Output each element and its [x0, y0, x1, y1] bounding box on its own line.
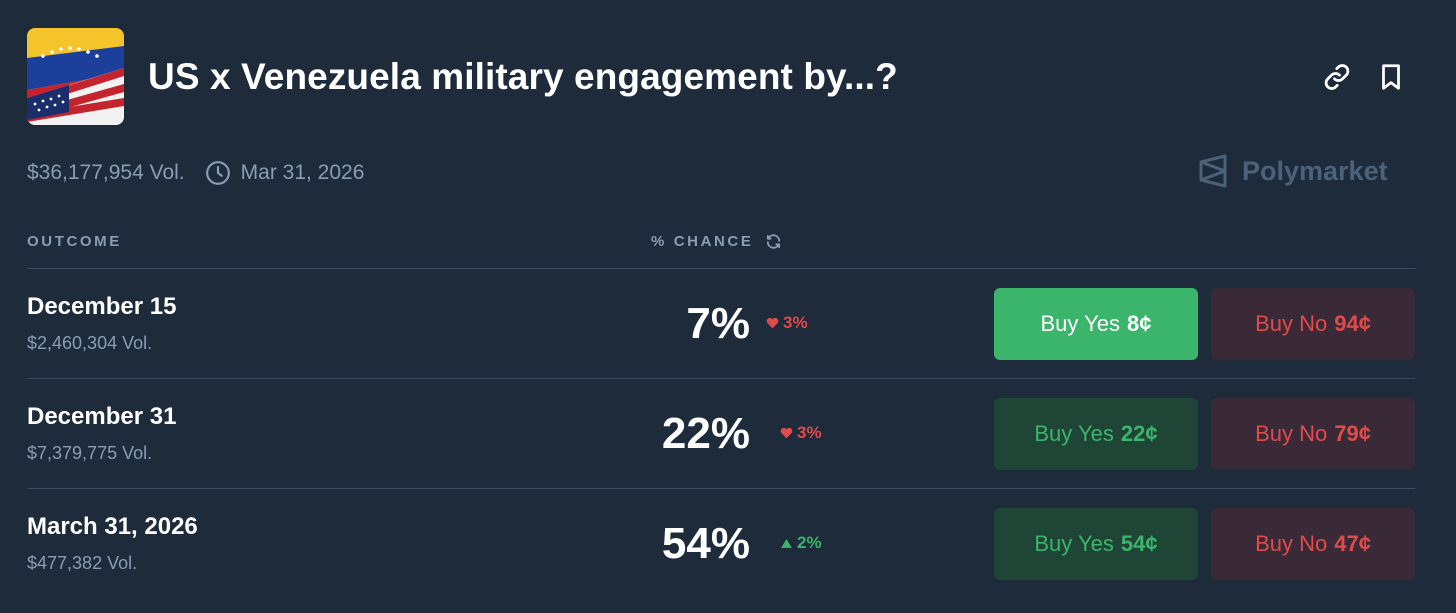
brand-name: Polymarket	[1242, 155, 1388, 186]
chance-change: 2%	[780, 533, 822, 553]
clock-icon	[205, 161, 230, 185]
outcome-volume: $7,379,775 Vol.	[27, 443, 153, 463]
chance-change: 3%	[780, 423, 822, 443]
outcome-row[interactable]: December 31 $7,379,775 Vol. 22% 3% Buy Y…	[0, 379, 1456, 489]
buy-no-label: Buy No	[1255, 421, 1328, 446]
market-title: US x Venezuela military engagement by...…	[148, 56, 898, 97]
market-meta: $36,177,954 Vol. Mar 31, 2026	[27, 158, 364, 188]
chance-change-value: 2%	[797, 533, 822, 552]
polymarket-brand: Polymarket	[1198, 154, 1388, 188]
buy-yes-button[interactable]: Buy Yes 54¢	[994, 508, 1198, 580]
link-icon[interactable]	[1322, 62, 1352, 92]
outcome-volume: $477,382 Vol.	[27, 553, 138, 573]
buy-no-price: 94¢	[1334, 311, 1371, 336]
triangle-up-icon	[781, 538, 792, 548]
chance-column-label: % CHANCE	[651, 233, 754, 250]
end-date: Mar 31, 2026	[240, 161, 365, 184]
buy-no-label: Buy No	[1255, 531, 1328, 556]
outcome-column-header: OUTCOME	[27, 233, 122, 250]
market-flag-image	[27, 28, 124, 125]
outcome-name: March 31, 2026	[27, 513, 198, 540]
buy-yes-label: Buy Yes	[1034, 531, 1114, 556]
outcome-chance: 7%	[686, 299, 750, 348]
heart-down-icon	[780, 427, 793, 439]
buy-no-label: Buy No	[1255, 311, 1328, 336]
outcome-chance: 54%	[661, 519, 750, 568]
buy-yes-price: 22¢	[1120, 421, 1158, 446]
buy-yes-label: Buy Yes	[1040, 311, 1121, 336]
buy-no-button[interactable]: Buy No 79¢	[1211, 398, 1415, 470]
buy-no-button[interactable]: Buy No 47¢	[1211, 508, 1415, 580]
refresh-icon[interactable]	[765, 233, 782, 250]
outcome-row[interactable]: March 31, 2026 $477,382 Vol. 54% 2% Buy …	[0, 489, 1456, 599]
us-venezuela-flags-icon	[27, 28, 124, 125]
buy-no-button[interactable]: Buy No 94¢	[1211, 288, 1415, 360]
buy-yes-label: Buy Yes	[1034, 421, 1114, 446]
outcome-row[interactable]: December 15 $2,460,304 Vol. 7% 3% Buy Ye…	[0, 269, 1456, 379]
buy-no-price: 47¢	[1334, 531, 1371, 556]
bookmark-icon[interactable]	[1376, 62, 1406, 92]
buy-yes-button[interactable]: Buy Yes 22¢	[994, 398, 1198, 470]
outcome-name: December 31	[27, 403, 177, 430]
outcome-volume: $2,460,304 Vol.	[27, 333, 153, 353]
buy-yes-button[interactable]: Buy Yes 8¢	[994, 288, 1198, 360]
divider	[27, 268, 1415, 269]
divider	[27, 488, 1415, 489]
heart-down-icon	[766, 317, 779, 329]
outcome-name: December 15	[27, 293, 177, 320]
outcome-chance: 22%	[661, 409, 750, 458]
chance-column-header: % CHANCE	[651, 233, 782, 250]
divider	[27, 378, 1415, 379]
polymarket-logo-icon	[1199, 154, 1227, 188]
total-volume: $36,177,954 Vol.	[27, 161, 185, 184]
chance-change: 3%	[766, 313, 808, 333]
buy-yes-price: 8¢	[1127, 311, 1152, 336]
chance-change-value: 3%	[797, 423, 822, 442]
buy-yes-price: 54¢	[1120, 531, 1158, 556]
buy-no-price: 79¢	[1334, 421, 1371, 446]
chance-change-value: 3%	[783, 313, 808, 332]
